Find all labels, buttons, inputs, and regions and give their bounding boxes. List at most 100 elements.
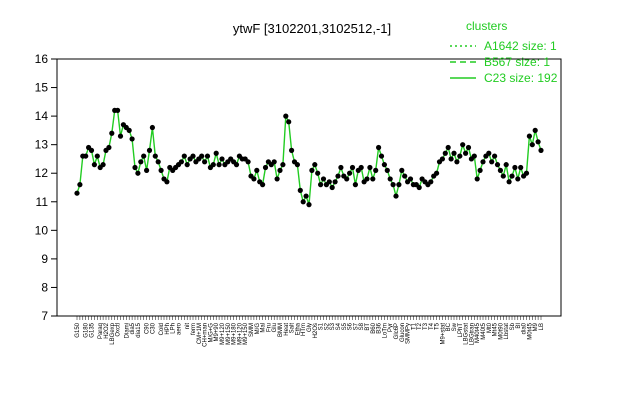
data-point [309, 167, 315, 173]
x-tick-label: S5 [342, 322, 348, 330]
x-tick-label: M9+90 [214, 322, 220, 341]
data-point [219, 156, 225, 162]
x-tick-label: S3 [330, 322, 336, 330]
data-point [74, 190, 80, 196]
x-tick-label: Fru [266, 323, 272, 332]
x-tick-label: LPh [171, 323, 177, 334]
data-point [216, 162, 222, 168]
data-point [454, 159, 460, 165]
x-tick-label: Sw [452, 322, 458, 331]
data-point [164, 179, 170, 185]
x-tick-label: dia5 [130, 322, 136, 334]
data-point [509, 173, 515, 179]
x-tick-label: S1 [319, 322, 325, 330]
x-axis: G150 G180 G135 Paraq H2O2 LBGexp Oxctl Diami dia… [75, 316, 545, 347]
x-tick-label: S7 [353, 322, 359, 330]
x-tick-label: S8 [359, 322, 365, 330]
x-tick-label: S2 [324, 322, 330, 330]
x-tick-label: BMM [278, 323, 284, 337]
data-point [396, 182, 402, 188]
data-point [448, 156, 454, 162]
data-point [152, 153, 158, 159]
x-tick-label: T5 [435, 322, 441, 330]
data-point [407, 176, 414, 182]
data-point [297, 187, 303, 193]
x-tick-label: C30 [150, 322, 156, 334]
x-tick-label: SMM [249, 323, 255, 337]
data-point [274, 176, 280, 182]
data-point [94, 153, 100, 159]
data-point [312, 162, 318, 168]
data-point [376, 144, 382, 151]
data-point [442, 150, 448, 156]
x-tick-label: M0t45 [527, 322, 533, 339]
x-tick-label: LB [539, 323, 545, 330]
data-point [277, 167, 283, 173]
data-point [338, 164, 344, 171]
data-point [326, 179, 332, 185]
data-point [532, 127, 538, 133]
legend: clusters A1642 size: 1 B567 size: 1 C23 si… [450, 19, 558, 85]
x-tick-label: M9+120 [220, 322, 226, 345]
data-point [144, 167, 150, 173]
data-point [489, 159, 495, 165]
data-point [181, 153, 187, 159]
data-point [283, 113, 289, 119]
y-tick-label: 15 [35, 81, 49, 95]
data-point [335, 173, 341, 179]
x-tick-label: LBGtran [469, 323, 475, 345]
x-tick-label: Oxctl [116, 323, 122, 337]
data-point [135, 170, 141, 176]
data-point [190, 153, 196, 159]
x-tick-label: dia15 [136, 322, 142, 337]
data-point [370, 176, 376, 182]
data-point [535, 139, 541, 145]
data-point [474, 176, 480, 182]
data-point [378, 153, 385, 159]
data-point [138, 159, 144, 165]
x-tick-label: S4 [336, 322, 342, 330]
data-point [497, 167, 503, 173]
x-tick-label: BI [516, 323, 522, 329]
data-point [306, 202, 312, 208]
data-point [480, 159, 486, 165]
data-point [204, 153, 211, 159]
y-tick-label: 16 [35, 52, 49, 66]
data-point [434, 170, 440, 176]
x-tick-label: C90 [145, 322, 151, 334]
legend-label: C23 size: 192 [484, 71, 558, 85]
data-point [486, 150, 492, 156]
data-point [83, 153, 89, 159]
x-tick-label: T3 [423, 322, 429, 330]
data-point [503, 162, 509, 168]
x-tick-label: LPhT [458, 323, 464, 338]
x-tick-label: B60 [371, 322, 377, 333]
data-point [202, 159, 208, 165]
x-tick-label: nit [185, 323, 191, 330]
x-tick-label: Etha [295, 322, 301, 335]
x-tick-label: Diami [124, 323, 130, 338]
data-point [100, 162, 106, 168]
data-point [251, 176, 257, 182]
data-point [318, 182, 324, 188]
x-tick-label: T2 [417, 322, 423, 330]
y-tick-label: 7 [41, 309, 48, 323]
data-point [77, 182, 83, 188]
x-tick-label: Mt45 [493, 322, 499, 336]
x-tick-label: M40t5 [481, 322, 487, 339]
x-tick-label: BT [365, 323, 371, 331]
x-tick-label: dia0 [522, 322, 528, 334]
data-point [390, 182, 396, 188]
data-point [387, 176, 393, 182]
x-tick-label: H2O2 [104, 322, 110, 338]
data-point [428, 179, 434, 185]
data-point [439, 156, 445, 162]
data-point [529, 142, 535, 148]
data-point [254, 167, 260, 173]
data-point [155, 159, 161, 165]
data-point [109, 130, 115, 136]
data-point [129, 136, 135, 142]
x-tick-label: M/G+G [208, 323, 214, 343]
x-tick-label: Glucon [400, 323, 406, 342]
data-point [280, 162, 286, 168]
